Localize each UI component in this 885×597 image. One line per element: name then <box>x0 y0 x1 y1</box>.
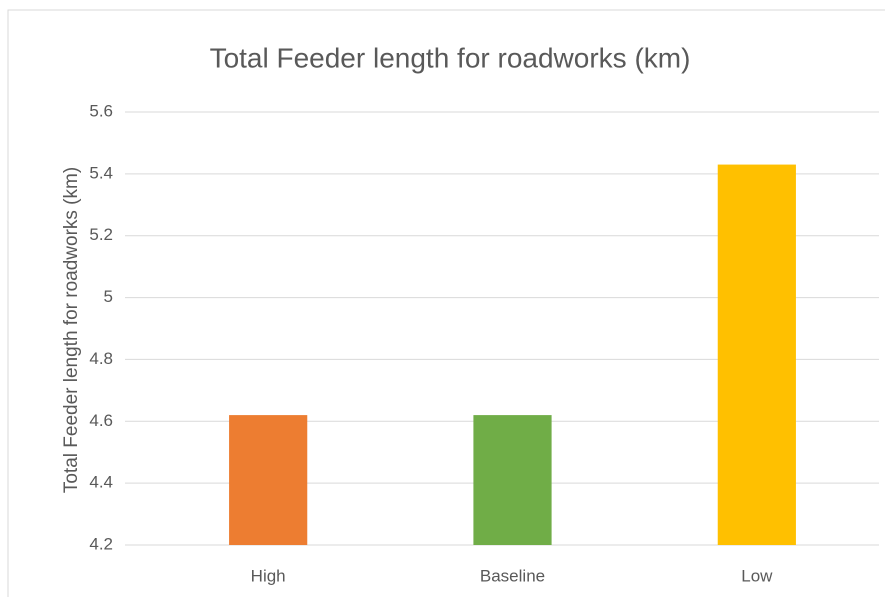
y-tick-label: 4.4 <box>89 473 113 492</box>
y-tick-label: 5 <box>104 287 113 306</box>
y-axis-label: Total Feeder length for roadworks (km) <box>61 167 82 493</box>
y-tick-label: 5.4 <box>89 163 113 182</box>
x-tick-label: Baseline <box>480 566 545 585</box>
bar <box>473 415 552 545</box>
y-tick-label: 5.2 <box>89 225 113 244</box>
chart-frame <box>7 9 885 597</box>
x-tick-label: High <box>251 566 286 585</box>
chart-title: Total Feeder length for roadworks (km) <box>210 42 691 73</box>
y-tick-label: 4.2 <box>89 534 113 553</box>
bar <box>717 164 796 546</box>
y-tick-label: 4.8 <box>89 349 113 368</box>
x-tick-label: Low <box>741 566 773 585</box>
y-tick-label: 4.6 <box>89 411 113 430</box>
y-tick-label: 5.6 <box>89 101 113 120</box>
bar <box>229 415 308 545</box>
